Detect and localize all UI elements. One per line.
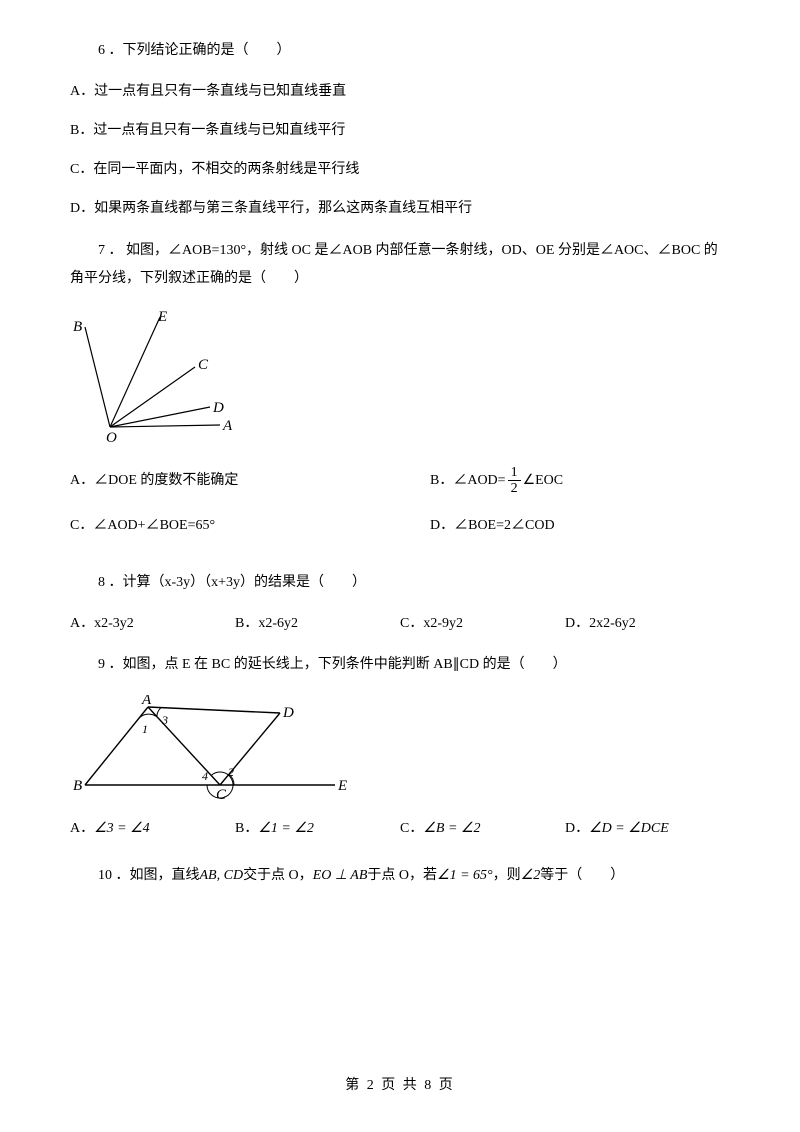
q8-option-a: A．x2-3y2 xyxy=(70,613,235,634)
q9-option-b: B．∠1 = ∠2 xyxy=(235,818,400,839)
q8-option-d: D．2x2-6y2 xyxy=(565,613,730,634)
q6-option-d: D．如果两条直线都与第三条直线平行，那么这两条直线互相平行 xyxy=(70,198,730,219)
q7-option-b: B．∠AOD= 1 2 ∠EOC xyxy=(400,465,730,497)
q10-stem: 10 ．如图，直线AB, CD交于点 O，EO ⊥ AB于点 O，若∠1 = 6… xyxy=(70,865,730,886)
page-footer: 第 2 页 共 8 页 xyxy=(0,1075,800,1096)
q8-option-c: C．x2-9y2 xyxy=(400,613,565,634)
q9-options: A．∠3 = ∠4 B．∠1 = ∠2 C．∠B = ∠2 D．∠D = ∠DC… xyxy=(70,818,730,839)
q8-stem: 8 ．计算（x-3y）（x+3y）的结果是（ ） xyxy=(70,572,730,593)
q7-options: A．∠DOE 的度数不能确定 B．∠AOD= 1 2 ∠EOC C．∠AOD+∠… xyxy=(70,465,730,554)
svg-text:C: C xyxy=(216,787,227,800)
q8-options: A．x2-3y2 B．x2-6y2 C．x2-9y2 D．2x2-6y2 xyxy=(70,613,730,634)
svg-text:4: 4 xyxy=(202,769,208,783)
q8-option-b: B．x2-6y2 xyxy=(235,613,400,634)
fraction-half: 1 2 xyxy=(508,465,521,497)
svg-text:B: B xyxy=(73,778,82,794)
svg-text:D: D xyxy=(212,400,224,416)
svg-text:2: 2 xyxy=(228,765,234,779)
q6-stem: 6 ．下列结论正确的是（ ） xyxy=(70,40,730,61)
q9-option-a: A．∠3 = ∠4 xyxy=(70,818,235,839)
svg-text:3: 3 xyxy=(161,713,168,727)
svg-text:O: O xyxy=(106,430,117,446)
q7-option-c: C．∠AOD+∠BOE=65° xyxy=(70,515,400,536)
q7-option-a: A．∠DOE 的度数不能确定 xyxy=(70,465,400,497)
q6-option-c: C．在同一平面内，不相交的两条射线是平行线 xyxy=(70,159,730,180)
q7-stem: 7 ． 如图，∠AOB=130°，射线 OC 是∠AOB 内部任意一条射线，OD… xyxy=(70,237,730,293)
svg-text:A: A xyxy=(141,695,152,708)
svg-text:E: E xyxy=(337,778,347,794)
q6-option-b: B．过一点有且只有一条直线与已知直线平行 xyxy=(70,120,730,141)
svg-text:E: E xyxy=(157,309,167,325)
q9-option-c: C．∠B = ∠2 xyxy=(400,818,565,839)
svg-text:C: C xyxy=(198,357,209,373)
q7-diagram: O AD C E B xyxy=(70,307,240,447)
q9-stem: 9 ．如图，点 E 在 BC 的延长线上，下列条件中能判断 AB∥CD 的是（ … xyxy=(70,654,730,675)
q6-option-a: A．过一点有且只有一条直线与已知直线垂直 xyxy=(70,81,730,102)
svg-text:1: 1 xyxy=(142,722,148,736)
q9-option-d: D．∠D = ∠DCE xyxy=(565,818,730,839)
svg-text:B: B xyxy=(73,319,82,335)
q7-option-d: D．∠BOE=2∠COD xyxy=(400,515,730,536)
svg-text:A: A xyxy=(222,418,233,434)
svg-text:D: D xyxy=(282,705,294,721)
q9-diagram: A B C D E 13 2 4 xyxy=(70,695,350,800)
